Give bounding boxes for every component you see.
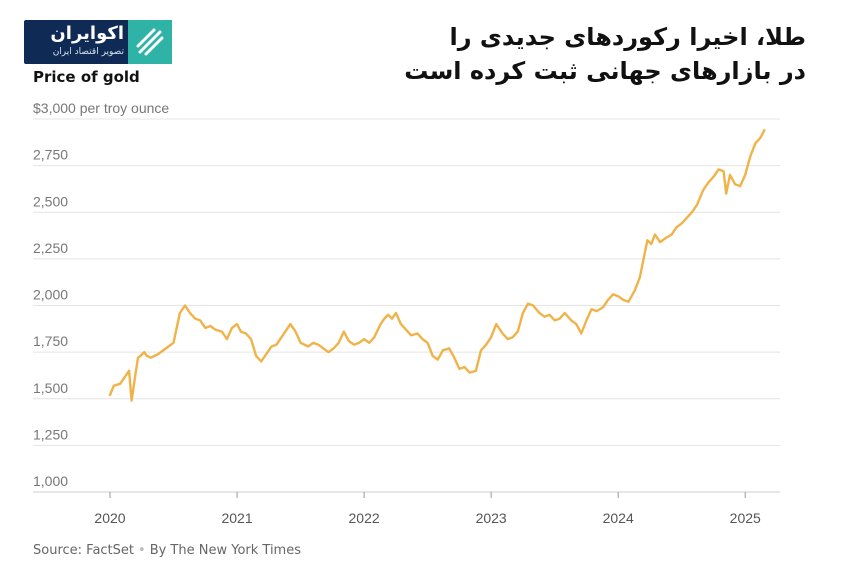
y-tick-label-1000: 1,000 — [33, 473, 68, 489]
wave-stripes-icon — [128, 20, 172, 64]
gold-price-line — [108, 129, 766, 402]
brand-tagline: تصویر اقتصاد ایران — [52, 47, 124, 57]
y-tick-label-1750: 1,750 — [33, 333, 68, 349]
x-tick-label-2024: 2024 — [603, 510, 634, 526]
source-text: Source: FactSet — [33, 543, 135, 558]
y-axis-ticks: 1,000 1,250 1,500 1,750 2,000 2,250 2,500 2,750… — [33, 100, 169, 489]
y-tick-label-2750: 2,750 — [33, 147, 68, 163]
y-tick-label-1250: 1,250 — [33, 426, 68, 442]
chart-title: Price of gold — [33, 68, 140, 86]
x-tick-label-2025: 2025 — [730, 510, 761, 526]
y-tick-label-2500: 2,500 — [33, 193, 68, 209]
brand-logo: اکوایران تصویر اقتصاد ایران — [24, 20, 172, 64]
separator-dot: • — [138, 543, 146, 558]
grid-lines — [33, 118, 780, 493]
x-tick-label-2021: 2021 — [221, 510, 252, 526]
headline-line-2: در بازارهای جهانی ثبت کرده است — [404, 57, 806, 85]
x-tick-label-2023: 2023 — [476, 510, 507, 526]
x-axis-ticks: 2020 2021 2022 2023 2024 2025 — [94, 492, 761, 526]
credit-text: By The New York Times — [149, 543, 301, 558]
y-tick-label-1500: 1,500 — [33, 380, 68, 396]
x-tick-label-2020: 2020 — [94, 510, 125, 526]
brand-name: اکوایران — [50, 23, 124, 44]
y-tick-label-2250: 2,250 — [33, 240, 68, 256]
source-line: Source: FactSet • By The New York Times — [33, 543, 301, 558]
y-tick-label-3000: $3,000 per troy ounce — [33, 100, 169, 116]
headline: طلا، اخیرا رکوردهای جدیدی را در بازارهای… — [346, 20, 806, 88]
headline-line-1: طلا، اخیرا رکوردهای جدیدی را — [449, 23, 806, 51]
x-tick-label-2022: 2022 — [349, 510, 380, 526]
y-tick-label-2000: 2,000 — [33, 287, 68, 303]
